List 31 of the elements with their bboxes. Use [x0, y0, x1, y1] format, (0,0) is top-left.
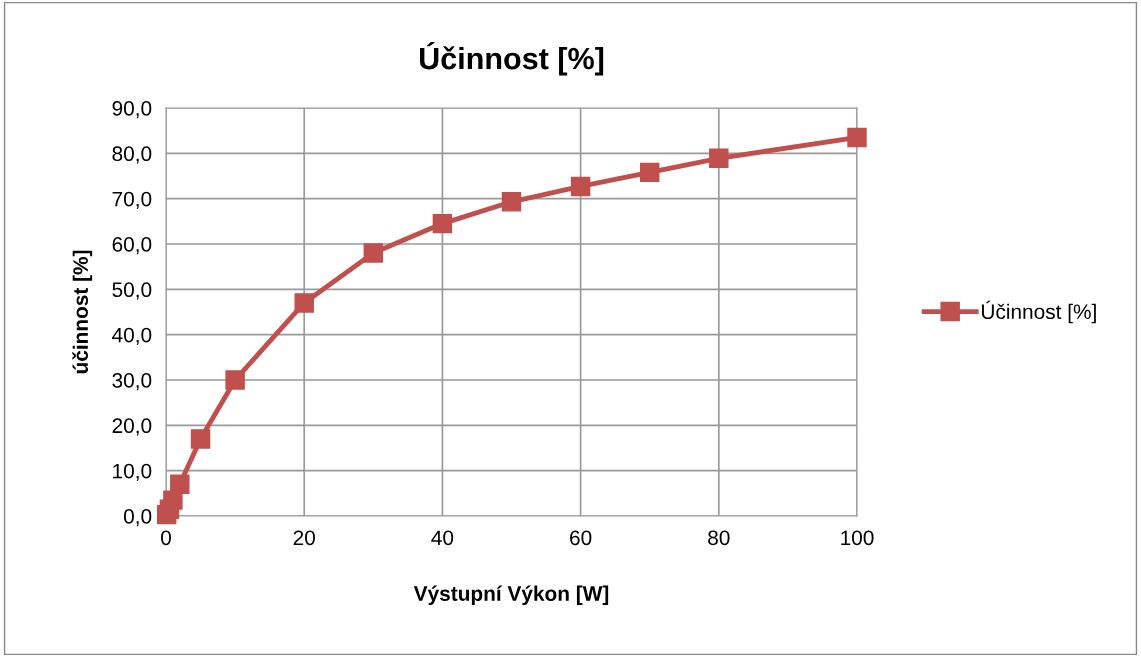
- y-axis-title: účinnost [%]: [72, 250, 93, 374]
- y-tick-label: 60,0: [112, 237, 152, 255]
- x-tick-label: 20: [293, 530, 315, 546]
- point: [639, 162, 660, 183]
- point: [363, 243, 384, 263]
- y-tick-label: 10,0: [113, 463, 152, 481]
- x-tick-label: 80: [708, 530, 730, 546]
- legend-label: Účinnost [%]: [981, 300, 1096, 324]
- y-tick-label: 40,0: [112, 327, 152, 345]
- point: [847, 127, 867, 148]
- y-tick-label: 30,0: [112, 373, 152, 391]
- point: [432, 213, 453, 234]
- y-tick-label: 0,0: [123, 509, 152, 527]
- x-tick-label: 100: [841, 530, 874, 546]
- x-tick-label: 40: [431, 530, 454, 546]
- y-tick-label: 20,0: [112, 418, 152, 436]
- point: [570, 176, 591, 197]
- point: [190, 429, 211, 449]
- point: [225, 370, 245, 390]
- point: [501, 192, 522, 212]
- y-tick-label: 50,0: [112, 282, 152, 300]
- point: [709, 148, 729, 169]
- y-tick-label: 80,0: [112, 146, 152, 164]
- x-tick-label: 0: [161, 530, 171, 546]
- point: [170, 474, 190, 494]
- chart-title: Účinnost [%]: [419, 42, 604, 76]
- point: [294, 293, 314, 313]
- y-tick-label: 90,0: [112, 101, 152, 119]
- x-tick-label: 60: [570, 530, 592, 546]
- y-tick-label: 70,0: [112, 191, 152, 209]
- x-axis-title: Výstupní Výkon [W]: [413, 585, 609, 606]
